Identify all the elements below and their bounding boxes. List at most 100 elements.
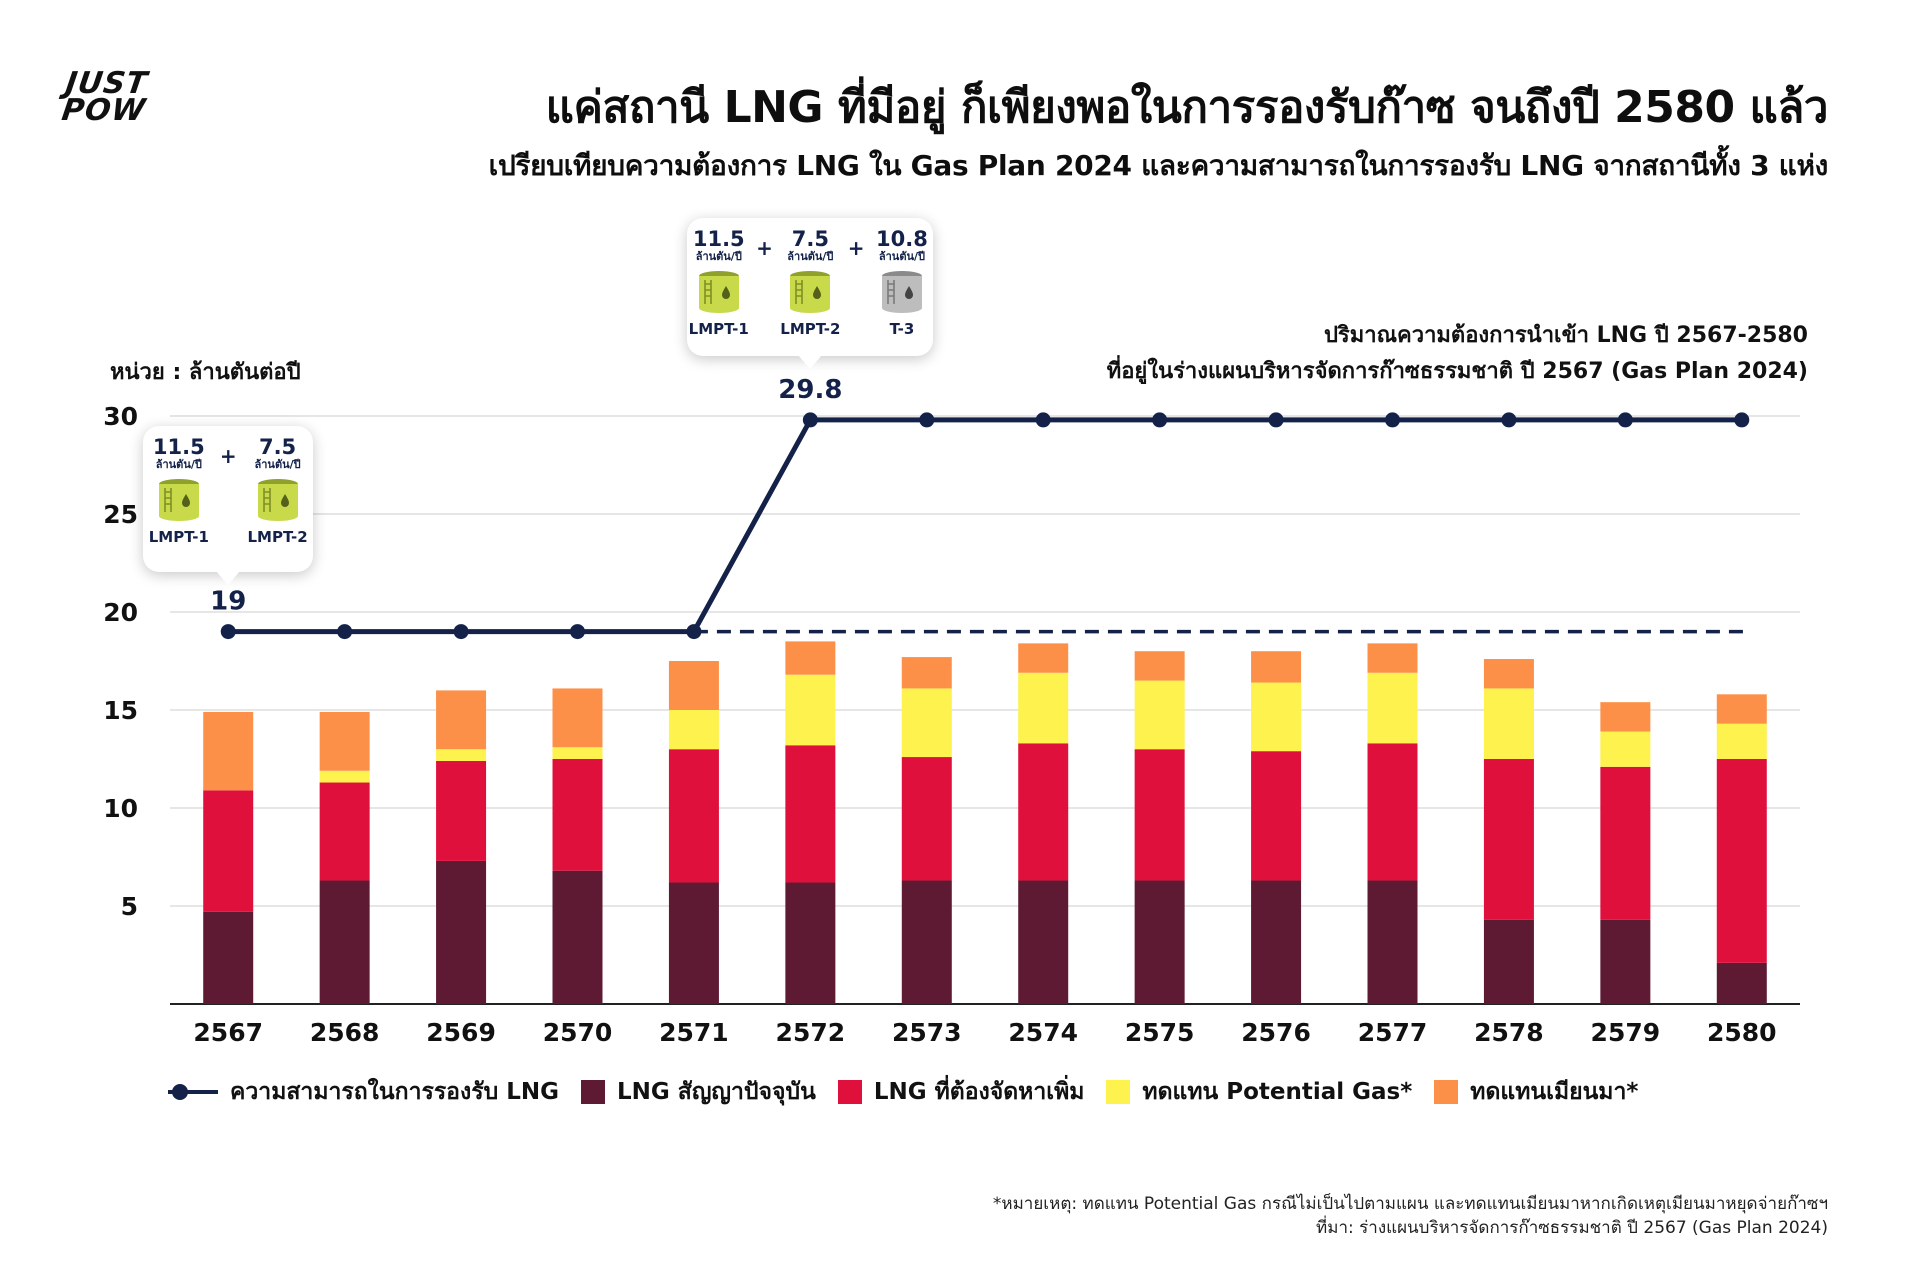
bar-segment	[203, 911, 254, 1004]
x-tick-label: 2569	[426, 1018, 496, 1047]
tank-name: LMPT-2	[247, 527, 308, 546]
tank-capacity-unit: ล้านตัน/ปี	[787, 249, 834, 263]
bar-segment	[552, 870, 603, 1004]
bar-segment	[1251, 651, 1302, 683]
bar-segment	[436, 749, 487, 761]
tank-name: LMPT-2	[780, 319, 841, 338]
capacity-point	[1501, 412, 1517, 428]
tank-capacity-value: 7.5	[791, 226, 829, 251]
y-tick-label: 20	[103, 598, 138, 627]
x-tick-label: 2572	[776, 1018, 846, 1047]
bar-segment	[436, 690, 487, 750]
callout-tank-row: 11.5 ล้านตัน/ปี LMPT-1 + 7.5 ล้านตัน/ปี	[143, 436, 313, 546]
tank-capacity-unit: ล้านตัน/ปี	[695, 249, 742, 263]
tank-lmpt-1: 11.5 ล้านตัน/ปี LMPT-1	[144, 436, 214, 546]
capacity-point	[1268, 412, 1284, 428]
bar-segment	[901, 880, 952, 1004]
data-label: 19	[210, 587, 246, 617]
bar-segment	[1018, 743, 1069, 881]
demand-note-line-1: ปริมาณความต้องการนำเข้า LNG ปี 2567-2580	[1323, 323, 1808, 348]
capacity-point	[337, 624, 353, 640]
tank-capacity-value: 7.5	[258, 434, 297, 459]
capacity-point	[919, 412, 935, 428]
legend-label: LNG ที่ต้องจัดหาเพิ่ม	[873, 1079, 1085, 1105]
callout-existing-terminals: 11.5 ล้านตัน/ปี LMPT-1 + 7.5 ล้านตัน/ปี	[143, 425, 314, 585]
legend-item-capacity: ความสามารถในการรองรับ LNG	[168, 1074, 559, 1110]
bar-segment	[1483, 659, 1534, 689]
tank-capacity-unit: ล้านตัน/ปี	[155, 457, 202, 471]
bar-segment	[1367, 880, 1418, 1004]
capacity-point	[1385, 412, 1400, 428]
capacity-point	[686, 624, 702, 640]
callout-all-terminals: 11.5 ล้านตัน/ปี LMPT-1 + 7.5 ล้านตัน/ปี	[687, 217, 934, 369]
y-tick-label: 10	[103, 794, 138, 823]
y-tick-label: 15	[103, 696, 138, 725]
data-label: 29.8	[778, 375, 842, 405]
bar-segment	[436, 760, 487, 861]
bar-segment	[668, 710, 719, 750]
legend-label: ทดแทน Potential Gas*	[1142, 1079, 1413, 1105]
x-tick-label: 2580	[1707, 1018, 1777, 1047]
x-tick-label: 2571	[659, 1018, 729, 1047]
legend-item-myanmar: ทดแทนเมียนมา*	[1434, 1074, 1638, 1110]
bar-segment	[901, 757, 952, 881]
bar-segment	[785, 882, 836, 1004]
bar-segment	[785, 745, 836, 883]
line-marker-icon	[168, 1080, 218, 1104]
legend-item-current-contract: LNG สัญญาปัจจุบัน	[580, 1074, 816, 1110]
y-tick-label: 25	[103, 500, 138, 529]
x-tick-label: 2579	[1591, 1018, 1661, 1047]
green-tank-icon	[698, 270, 739, 313]
capacity-point	[220, 624, 236, 640]
bar-segment	[668, 749, 719, 883]
bar-segment	[1600, 731, 1651, 767]
x-tick-label: 2574	[1008, 1018, 1078, 1047]
bar-segment	[552, 688, 603, 748]
tank-capacity-value: 11.5	[692, 226, 745, 251]
bar-segment	[319, 711, 370, 771]
bar-segment	[1251, 751, 1302, 881]
bar-segment	[1134, 680, 1185, 750]
plus-sign: +	[756, 235, 773, 260]
bar-segment	[319, 782, 370, 881]
bar-segment	[668, 661, 719, 710]
bar-segment	[901, 688, 952, 758]
x-tick-label: 2573	[892, 1018, 962, 1047]
tank-lmpt-1: 11.5 ล้านตัน/ปี LMPT-1	[687, 228, 750, 338]
bar-segment	[1600, 766, 1651, 920]
bar-segment	[785, 674, 836, 746]
demand-note: ปริมาณความต้องการนำเข้า LNG ปี 2567-2580…	[1107, 318, 1808, 390]
y-tick-label: 5	[121, 892, 138, 921]
gray-tank-icon	[881, 270, 922, 313]
footnote: *หมายเหตุ: ทดแทน Potential Gas กรณีไม่เป…	[993, 1192, 1828, 1240]
demand-note-line-2: ที่อยู่ในร่างแผนบริหารจัดการก๊าซธรรมชาติ…	[1106, 359, 1808, 384]
x-tick-label: 2576	[1241, 1018, 1311, 1047]
chart-title: แค่สถานี LNG ที่มีอยู่ ก็เพียงพอในการรอง…	[545, 82, 1829, 133]
x-tick-label: 2578	[1474, 1018, 1544, 1047]
legend-item-potential-gas: ทดแทน Potential Gas*	[1106, 1074, 1412, 1110]
bar-segment	[1134, 749, 1185, 881]
bar-segment	[1018, 672, 1069, 744]
bar-segment	[1716, 723, 1767, 759]
bar-segment	[552, 747, 603, 759]
plus-sign: +	[219, 443, 237, 468]
capacity-point	[1035, 412, 1051, 428]
bar-segment	[1600, 919, 1651, 1004]
tank-t-3: 10.8 ล้านตัน/ปี T-3	[871, 228, 934, 338]
legend-swatch	[1434, 1080, 1459, 1104]
capacity-point	[802, 412, 818, 428]
bar-segment	[1134, 651, 1185, 681]
tank-name: LMPT-1	[688, 319, 749, 338]
bar-segment	[203, 711, 254, 791]
bar-segment	[319, 880, 370, 1004]
bar-segment	[319, 770, 370, 783]
bar-segment	[203, 790, 254, 912]
bar-segment	[1716, 694, 1767, 724]
bar-segment	[1367, 743, 1418, 881]
callout-tank-row: 11.5 ล้านตัน/ปี LMPT-1 + 7.5 ล้านตัน/ปี	[687, 228, 933, 338]
x-tick-label: 2575	[1125, 1018, 1195, 1047]
green-tank-icon	[158, 478, 199, 521]
bar-segment	[1018, 880, 1069, 1004]
unit-label: หน่วย : ล้านตันต่อปี	[110, 360, 301, 385]
